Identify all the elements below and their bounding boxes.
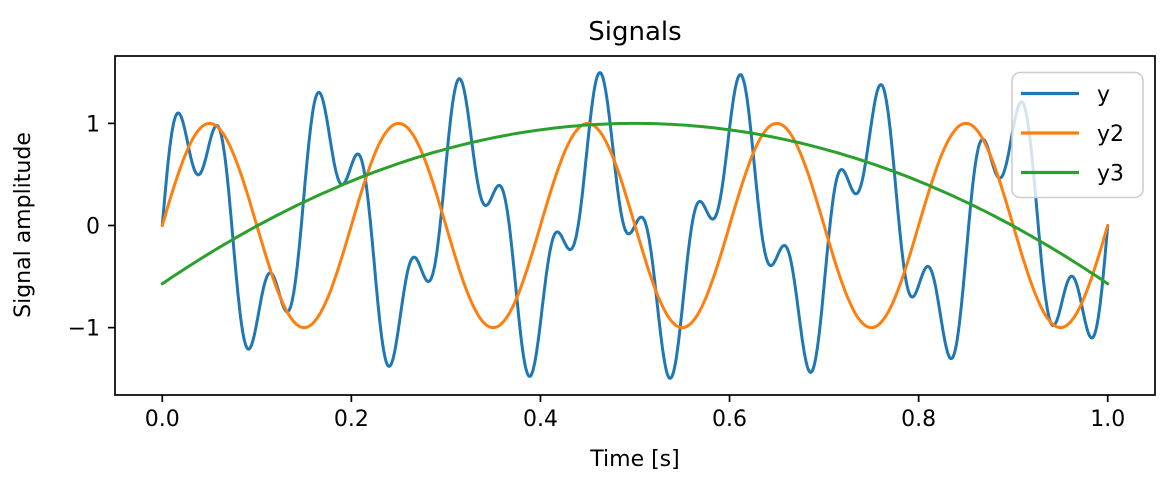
y-tick-label: 0: [86, 215, 100, 240]
series-line-y2: [160, 121, 1110, 330]
chart-title: Signals: [588, 17, 681, 47]
x-tick-label: 0.4: [523, 407, 558, 432]
y-axis-label: Signal amplitude: [11, 132, 36, 318]
legend-label-y2: y2: [1097, 122, 1124, 147]
x-tick-label: 0.0: [145, 407, 180, 432]
y-tick-label: −1: [68, 317, 100, 342]
x-axis-label: Time [s]: [589, 447, 679, 472]
legend: y y2 y3: [1011, 71, 1144, 199]
y-tick-label: 1: [86, 112, 100, 137]
legend-label-y3: y3: [1097, 162, 1124, 187]
curves-group: [160, 71, 1110, 380]
x-tick-label: 0.2: [334, 407, 369, 432]
x-tick-label: 0.6: [712, 407, 747, 432]
x-tick-label: 1.0: [1090, 407, 1125, 432]
series-line-y3: [160, 121, 1110, 286]
x-tick-label: 0.8: [901, 407, 936, 432]
legend-label-y: y: [1097, 83, 1110, 108]
ticks-group: 0.0 0.2 0.4 0.6 0.8 1.0 −1 0 1: [68, 112, 1126, 432]
legend-box: [1011, 71, 1144, 199]
